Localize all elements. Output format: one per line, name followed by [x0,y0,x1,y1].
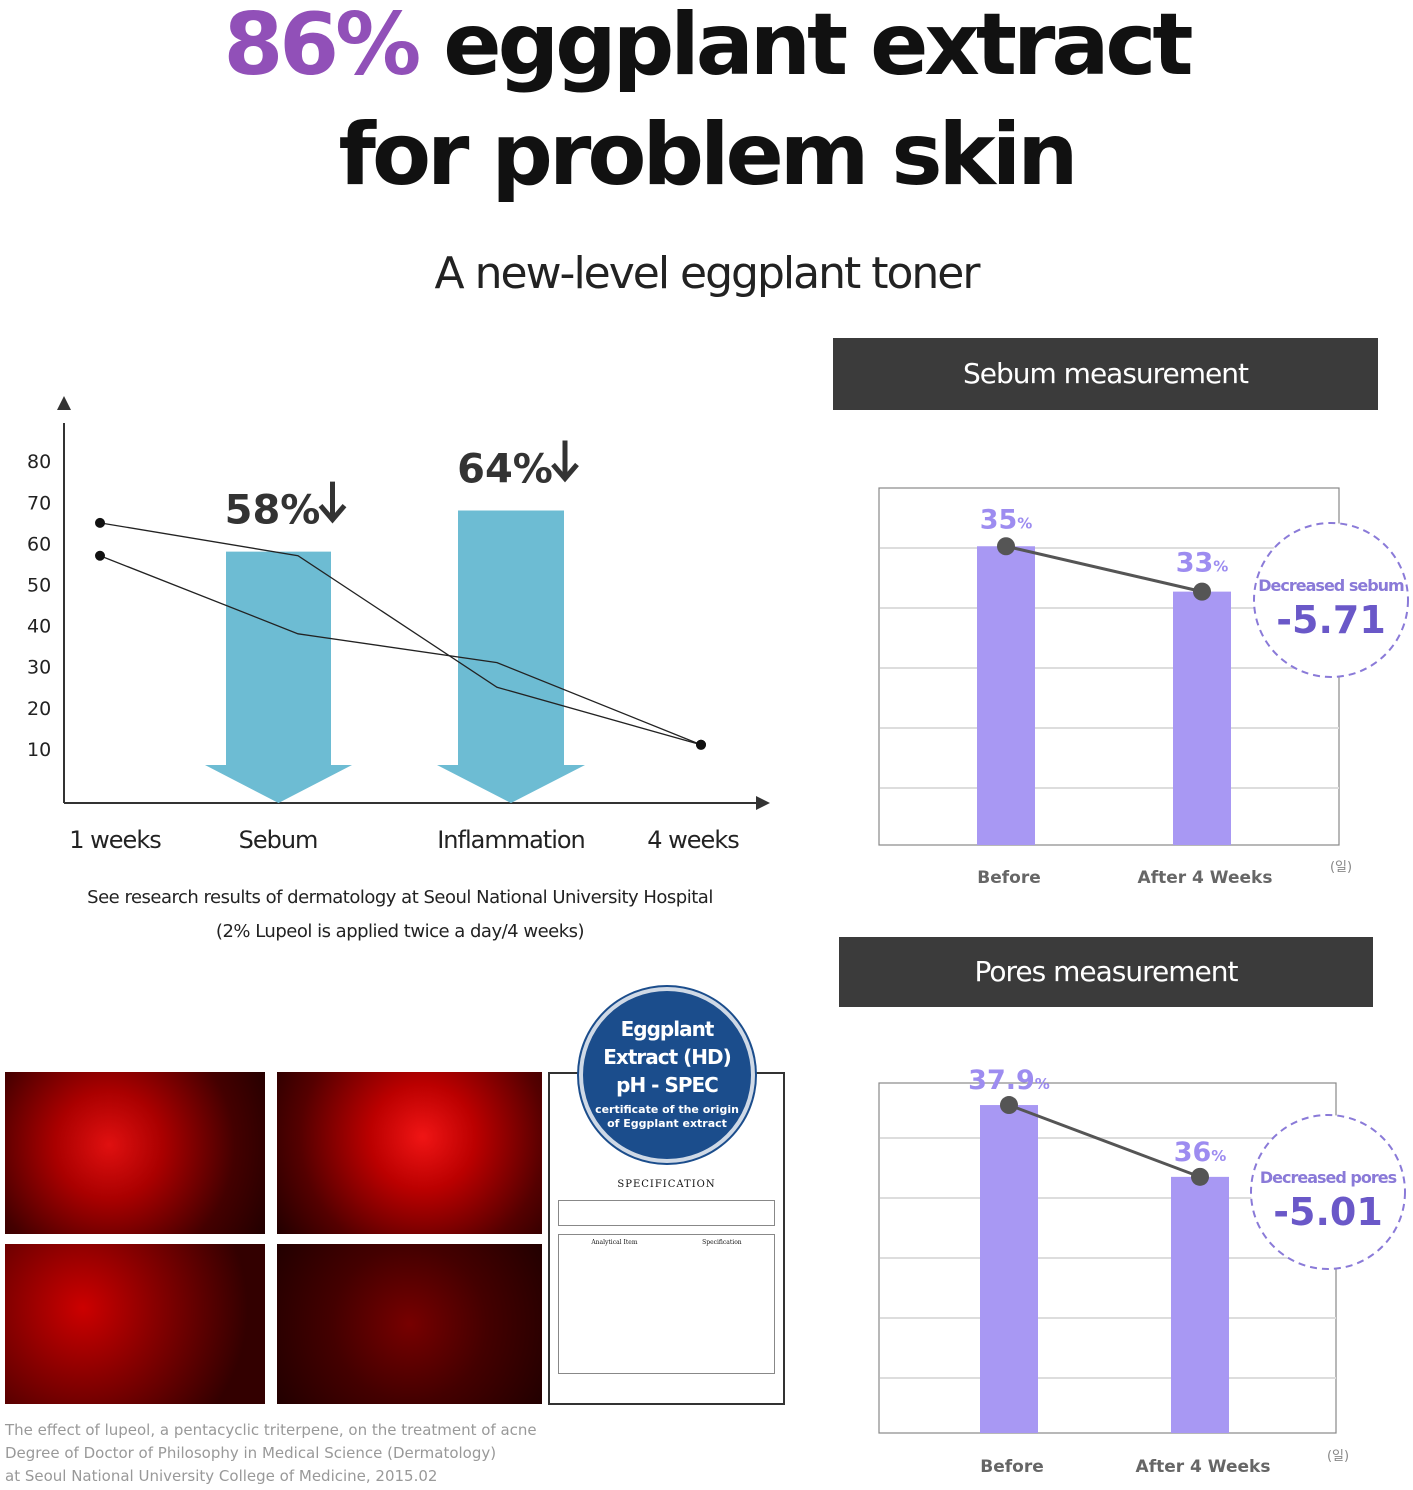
caption-line: The effect of lupeol, a pentacyclic trit… [5,1421,537,1439]
down-arrow-icon [551,440,579,483]
y-tick-label: 60 [27,533,51,555]
trend-line [1008,1103,1201,1179]
down-arrow-bar [205,551,352,803]
sebum-header: Sebum measurement [833,338,1378,410]
microscopy-image-2 [277,1072,542,1234]
pores-header: Pores measurement [839,937,1373,1007]
x-tick-label: Before [980,1457,1043,1477]
trend-point [1193,582,1211,601]
y-tick-label: 70 [27,492,51,514]
title-line-1: 86% eggplant extract [0,2,1413,88]
x-tick-label: 1 weeks [69,826,161,854]
study-note-1: See research results of dermatology at S… [87,887,713,908]
x-unit-label: (일) [1330,860,1352,875]
y-tick-label: 80 [27,451,51,473]
data-label: 37.9% [968,1065,1050,1096]
callout-value: -5.01 [1273,1190,1383,1234]
callout-label: Decreased pores [1260,1168,1397,1187]
badge-sub: certificate of the origin [595,1103,739,1116]
bar [977,546,1035,845]
callout-circle [1253,522,1409,678]
microscopy-image-3 [5,1244,265,1404]
badge-sub: of Eggplant extract [607,1117,727,1130]
bar [1173,591,1231,845]
y-axis-arrow [57,396,71,410]
trend-point [1191,1167,1209,1186]
badge-line: Eggplant [620,1017,715,1041]
microscopy-image-4 [277,1244,542,1404]
lupeol-effect-chart: 80 70 60 50 40 30 20 10 58% 64% 1 weeks Sebum Inflam… [27,396,770,854]
down-arrow-bar [437,510,585,803]
data-label: 33% [1176,548,1229,579]
title-rest: eggplant extract [417,0,1193,95]
plot-frame [878,487,1340,846]
down-arrow-icon [318,481,347,524]
x-unit-label: (일) [1327,1449,1349,1464]
col-header: Analytical Item [591,1239,638,1246]
y-tick-label: 10 [27,739,51,761]
series-line [99,555,702,746]
arrow-percent-label: 64% [457,447,553,493]
title-line-2: for problem skin [338,105,1079,205]
series-point [696,739,706,750]
x-axis-arrow [756,796,770,810]
x-tick-label: After 4 Weeks [1138,868,1273,888]
doc-product-table [558,1200,775,1226]
caption-line: at Seoul National University College of … [5,1467,438,1485]
trend-point [997,537,1015,556]
col-header: Specification [702,1239,742,1246]
y-tick-label: 30 [27,657,51,679]
caption-line: Degree of Doctor of Philosophy in Medica… [5,1444,497,1462]
series-line [99,522,702,746]
data-label: 36% [1174,1137,1227,1168]
x-tick-label: Sebum [239,826,318,854]
certificate-badge: Eggplant Extract (HD) pH - SPEC certific… [579,987,755,1163]
caption: The effect of lupeol, a pentacyclic trit… [5,1419,537,1488]
title-accent: 86% [223,0,421,95]
callout-circle [1250,1114,1406,1270]
data-label: 35% [980,504,1033,535]
y-tick-label: 20 [27,698,51,720]
microscopy-image-1 [5,1072,265,1234]
trend-line [1005,544,1203,594]
series-point [95,550,105,561]
series-point [95,517,105,528]
y-tick-label: 40 [27,616,51,638]
x-tick-label: 4 weeks [647,826,739,854]
study-note-2: (2% Lupeol is applied twice a day/4 week… [215,921,585,942]
subtitle: A new-level eggplant toner [434,248,981,299]
bar [980,1105,1038,1433]
y-tick-label: 50 [27,575,51,597]
badge-line: Extract (HD) [603,1045,731,1069]
x-tick-label: Inflammation [437,826,585,854]
doc-analysis-table: Analytical Item Specification [558,1234,775,1374]
x-tick-label: After 4 Weeks [1136,1457,1271,1477]
badge-line: pH - SPEC [616,1073,719,1097]
callout-value: -5.71 [1276,598,1386,642]
doc-title: SPECIFICATION [617,1179,716,1190]
callout-label: Decreased sebum [1258,576,1404,595]
arrow-percent-label: 58% [225,488,321,534]
bar [1171,1176,1229,1433]
x-tick-label: Before [977,868,1040,888]
trend-point [1000,1096,1018,1115]
